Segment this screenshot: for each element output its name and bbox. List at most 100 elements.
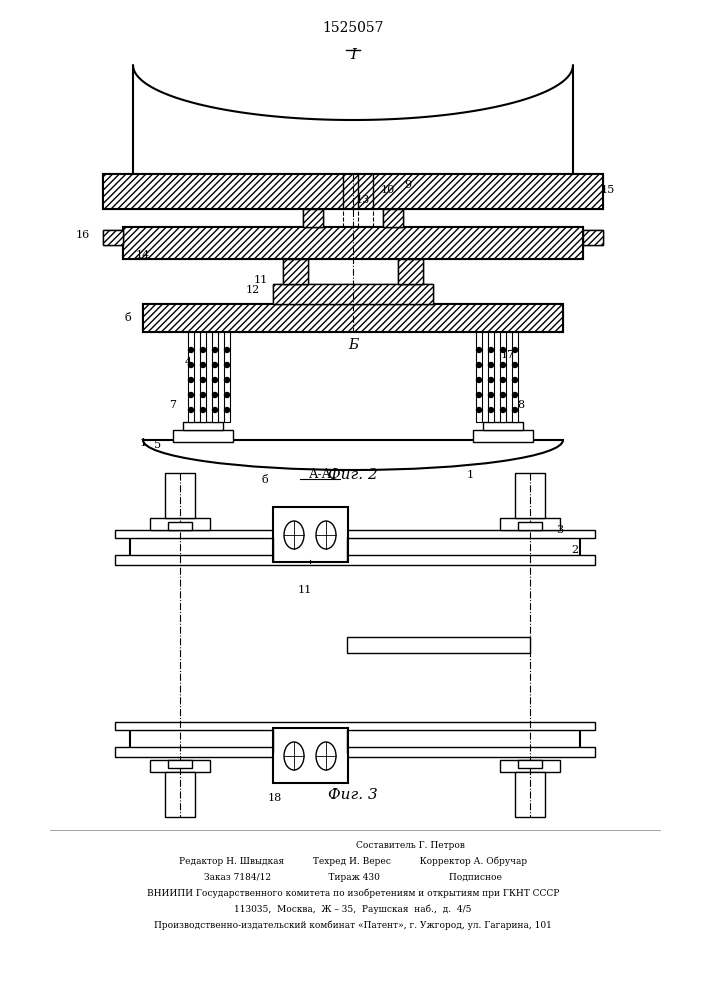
Text: 17: 17: [501, 350, 515, 360]
Bar: [168, 522, 192, 530]
Circle shape: [489, 392, 493, 397]
Text: 16: 16: [76, 230, 90, 240]
Bar: [183, 422, 223, 430]
Circle shape: [477, 408, 481, 412]
Bar: [123, 227, 583, 259]
Bar: [383, 209, 403, 227]
Bar: [168, 760, 192, 768]
Circle shape: [225, 392, 230, 397]
Bar: [512, 327, 518, 422]
Circle shape: [213, 392, 218, 397]
Bar: [500, 518, 560, 530]
Text: Фиг. 3: Фиг. 3: [328, 788, 378, 802]
Circle shape: [501, 408, 506, 412]
Bar: [173, 430, 233, 442]
Bar: [398, 259, 423, 284]
Text: 113035,  Москва,  Ж – 35,  Раушская  наб.,  д.  4/5: 113035, Москва, Ж – 35, Раушская наб., д…: [234, 904, 472, 914]
Bar: [583, 230, 603, 245]
Bar: [130, 730, 580, 752]
Circle shape: [213, 348, 218, 353]
Bar: [123, 227, 583, 259]
Bar: [303, 209, 323, 227]
Bar: [515, 772, 545, 817]
Text: 5: 5: [154, 440, 162, 450]
Bar: [103, 174, 603, 209]
Text: Редактор Н. Швыдкая          Техред И. Верес          Корректор А. Обручар: Редактор Н. Швыдкая Техред И. Верес Корр…: [179, 856, 527, 866]
Circle shape: [477, 362, 481, 367]
Bar: [515, 473, 545, 518]
Bar: [273, 284, 433, 304]
Circle shape: [477, 348, 481, 353]
Bar: [212, 327, 218, 422]
Bar: [500, 327, 506, 422]
Bar: [143, 304, 563, 332]
Bar: [283, 259, 308, 284]
Text: ВНИИПИ Государственного комитета по изобретениям и открытиям при ГКНТ СССР: ВНИИПИ Государственного комитета по изоб…: [147, 888, 559, 898]
Bar: [488, 327, 494, 422]
Circle shape: [201, 408, 206, 412]
Circle shape: [189, 377, 194, 382]
Bar: [224, 327, 230, 422]
Circle shape: [213, 408, 218, 412]
Bar: [283, 259, 308, 284]
Bar: [583, 230, 603, 245]
Circle shape: [513, 348, 518, 353]
Circle shape: [189, 348, 194, 353]
Circle shape: [477, 392, 481, 397]
Bar: [273, 507, 348, 562]
Bar: [130, 538, 580, 560]
Bar: [115, 555, 595, 565]
Circle shape: [513, 408, 518, 412]
Text: 18: 18: [268, 793, 282, 803]
Circle shape: [201, 362, 206, 367]
Circle shape: [513, 377, 518, 382]
Bar: [273, 284, 433, 304]
Bar: [188, 327, 194, 422]
Circle shape: [489, 362, 493, 367]
Text: Составитель Г. Петров: Составитель Г. Петров: [241, 840, 465, 850]
Circle shape: [513, 392, 518, 397]
Bar: [500, 760, 560, 772]
Circle shape: [189, 392, 194, 397]
Text: 7: 7: [170, 400, 177, 410]
Circle shape: [501, 362, 506, 367]
Bar: [150, 760, 210, 772]
Bar: [518, 760, 542, 768]
Circle shape: [225, 377, 230, 382]
Polygon shape: [133, 65, 573, 174]
Circle shape: [189, 362, 194, 367]
Text: 12: 12: [246, 285, 260, 295]
Bar: [103, 230, 123, 245]
Bar: [347, 637, 530, 653]
Circle shape: [201, 392, 206, 397]
Bar: [303, 209, 323, 227]
Bar: [473, 430, 533, 442]
Bar: [115, 747, 595, 757]
Bar: [518, 522, 542, 530]
Bar: [115, 722, 595, 730]
Circle shape: [201, 377, 206, 382]
Bar: [143, 304, 563, 332]
Text: 14: 14: [136, 250, 150, 260]
Text: 2: 2: [571, 545, 578, 555]
Text: 15: 15: [601, 185, 615, 195]
Bar: [103, 174, 603, 209]
Bar: [200, 327, 206, 422]
Circle shape: [489, 408, 493, 412]
Circle shape: [201, 348, 206, 353]
Text: 3: 3: [556, 525, 563, 535]
Text: Фиг. 2: Фиг. 2: [328, 468, 378, 482]
Circle shape: [213, 377, 218, 382]
Circle shape: [225, 348, 230, 353]
Bar: [115, 530, 595, 538]
Bar: [165, 473, 195, 518]
Bar: [165, 772, 195, 817]
Bar: [398, 259, 423, 284]
Text: б: б: [124, 313, 132, 323]
Text: Заказ 7184/12                    Тираж 430                        Подписное: Заказ 7184/12 Тираж 430 Подписное: [204, 872, 502, 882]
Bar: [273, 728, 348, 783]
Bar: [103, 230, 123, 245]
Text: 4: 4: [185, 357, 192, 367]
Circle shape: [225, 408, 230, 412]
Circle shape: [501, 348, 506, 353]
